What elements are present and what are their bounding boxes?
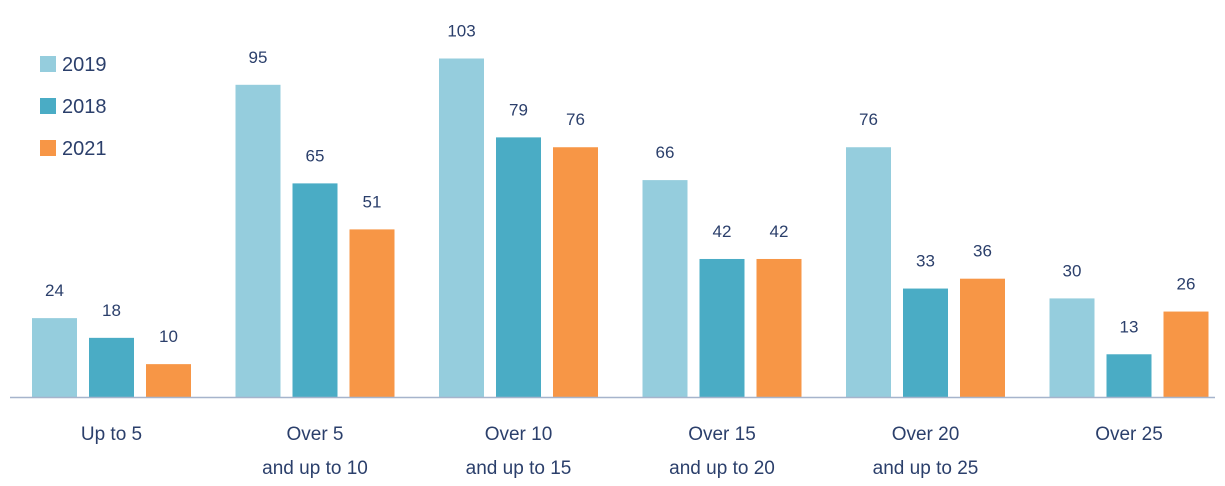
bar-2018-0 [89,337,134,397]
bar-2018-2 [496,137,541,397]
bars-layer [32,58,1209,398]
value-label-2021-1: 51 [363,192,382,211]
bar-2019-1 [235,84,281,397]
value-label-2021-0: 10 [159,327,178,346]
bar-2019-5 [1049,298,1095,397]
category-label-5-0: Over 25 [1095,424,1163,445]
bar-2018-1 [292,183,338,397]
value-label-2019-5: 30 [1063,261,1082,280]
value-label-2019-1: 95 [249,48,268,67]
value-label-2019-0: 24 [45,281,64,300]
category-label-3-1: and up to 20 [669,458,775,479]
value-label-2018-2: 79 [509,100,528,119]
value-label-2018-0: 18 [102,301,121,320]
legend-swatch-2019 [40,56,56,72]
bar-2021-4 [960,278,1005,397]
legend-label-2018: 2018 [62,96,107,118]
category-label-2-0: Over 10 [485,424,553,445]
legend: 2019 2018 2021 [40,54,107,160]
bar-2019-3 [642,180,688,397]
legend-swatch-2021 [40,140,56,156]
bar-2019-4 [846,147,891,397]
category-label-0-0: Up to 5 [81,424,142,445]
value-label-2018-5: 13 [1120,317,1139,336]
bar-2021-0 [146,364,191,397]
category-label-1-1: and up to 10 [262,458,368,479]
value-label-2018-1: 65 [306,146,325,165]
value-label-2019-4: 76 [859,110,878,129]
value-label-2019-3: 66 [656,143,675,162]
category-label-4-1: and up to 25 [873,458,979,479]
legend-label-2019: 2019 [62,54,107,76]
legend-label-2021: 2021 [62,138,107,160]
value-labels-layer: 24 18 10 95 65 51 103 79 76 66 42 42 76 33 36 30 13 26 [45,22,1195,347]
bar-2021-3 [756,258,802,397]
value-label-2018-4: 33 [916,252,935,271]
value-label-2021-2: 76 [566,110,585,129]
bar-2018-3 [699,258,745,397]
value-label-2019-2: 103 [447,22,475,41]
bar-2019-2 [439,58,484,398]
value-label-2018-3: 42 [713,222,732,241]
bar-2019-0 [32,318,77,397]
bar-2021-5 [1163,311,1209,397]
bar-2018-4 [903,288,948,397]
category-label-3-0: Over 15 [688,424,756,445]
value-label-2021-3: 42 [770,222,789,241]
category-label-2-1: and up to 15 [466,458,572,479]
bar-2021-2 [553,147,598,397]
category-label-4-0: Over 20 [892,424,960,445]
category-labels-layer: Up to 5 Over 5 and up to 10 Over 10 and up t… [81,424,1163,479]
bar-2021-1 [349,229,395,397]
bar-2018-5 [1106,354,1152,397]
category-label-1-0: Over 5 [286,424,343,445]
value-label-2021-4: 36 [973,242,992,261]
legend-swatch-2018 [40,98,56,114]
value-label-2021-5: 26 [1177,275,1196,294]
